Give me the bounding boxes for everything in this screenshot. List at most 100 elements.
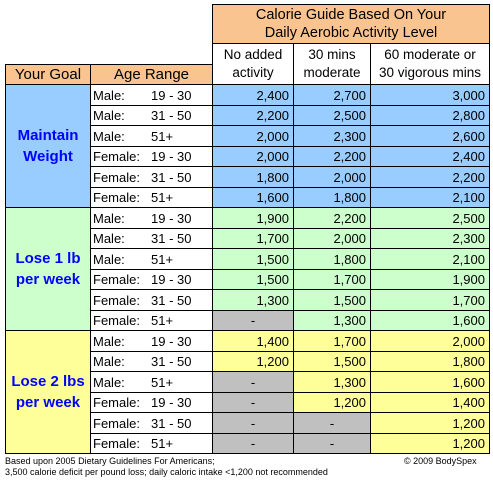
your-goal-header: Your Goal <box>5 64 91 85</box>
goal-lose-2-lbs: Lose 2 lbs per week <box>5 330 91 454</box>
calorie-value-cell: 2,500 <box>293 105 371 126</box>
sex-label: Male: <box>93 374 125 390</box>
age-range-cell: Female: 51+ <box>90 187 213 208</box>
age-range-cell: Female: 19 - 30 <box>90 269 213 290</box>
age-range-value: 31 - 50 <box>151 354 192 369</box>
age-range-value: 19 - 30 <box>151 149 192 164</box>
calorie-value-cell: 2,800 <box>370 105 490 126</box>
calorie-value-cell: 1,900 <box>212 207 294 229</box>
age-range-cell: Female: 31 - 50 <box>90 289 213 311</box>
goal-label-line1: Maintain <box>17 127 79 144</box>
column-header-line2: moderate <box>303 65 361 80</box>
age-range-value: 19 - 30 <box>151 210 192 226</box>
calorie-value-cell: 2,700 <box>293 84 371 106</box>
age-range-value: 51+ <box>151 374 174 390</box>
age-range-value: 31 - 50 <box>151 108 192 123</box>
your-goal-label: Your Goal <box>14 66 82 83</box>
age-range-cell: Male: 51+ <box>90 125 213 147</box>
column-header-line1: No added <box>223 47 283 62</box>
age-range-cell: Male: 31 - 50 <box>90 351 213 372</box>
calorie-value-cell: 2,200 <box>293 146 371 167</box>
calorie-value-cell: 1,300 <box>293 371 371 393</box>
sex-label: Female: <box>93 415 140 431</box>
calorie-value-cell: 2,000 <box>212 125 294 147</box>
calorie-value-cell: 2,000 <box>293 166 371 188</box>
age-range-value: 19 - 30 <box>151 333 192 349</box>
calorie-value-cell: 1,800 <box>370 351 490 372</box>
sex-label: Male: <box>93 108 125 123</box>
column-header-60-mins: 60 moderate or 30 vigorous mins <box>370 43 490 85</box>
calorie-value-cell: - <box>212 433 294 454</box>
sex-label: Male: <box>93 87 125 103</box>
goal-lose-1-lb: Lose 1 lb per week <box>5 207 91 331</box>
sex-label: Male: <box>93 231 125 246</box>
age-range-cell: Male: 19 - 30 <box>90 207 213 229</box>
goal-label-line2: per week <box>15 394 81 411</box>
goal-maintain-weight: Maintain Weight <box>5 84 91 208</box>
calorie-value-cell: 2,200 <box>293 207 371 229</box>
calorie-value-cell: 2,400 <box>370 146 490 167</box>
calorie-value-cell: 2,100 <box>370 248 490 270</box>
calorie-value-cell: 2,500 <box>370 207 490 229</box>
calorie-value-cell: 2,300 <box>370 228 490 249</box>
age-range-value: 51+ <box>151 313 174 328</box>
column-header-line2: activity <box>232 65 274 80</box>
age-range-cell: Female: 31 - 50 <box>90 412 213 434</box>
calorie-value-cell: 1,600 <box>370 310 490 331</box>
age-range-value: 31 - 50 <box>151 231 192 246</box>
age-range-value: 51+ <box>151 128 174 144</box>
age-range-cell: Female: 51+ <box>90 433 213 454</box>
age-range-value: 19 - 30 <box>151 272 192 287</box>
age-range-cell: Male: 31 - 50 <box>90 228 213 249</box>
calorie-value-cell: 2,200 <box>212 105 294 126</box>
goal-label-line2: per week <box>15 271 81 288</box>
goal-label-line2: Weight <box>23 148 73 165</box>
age-range-value: 31 - 50 <box>151 169 192 185</box>
calorie-value-cell: 1,500 <box>212 248 294 270</box>
age-range-cell: Female: 19 - 30 <box>90 146 213 167</box>
table-title: Calorie Guide Based On Your Daily Aerobi… <box>212 4 490 44</box>
calorie-value-cell: 2,600 <box>370 125 490 147</box>
calorie-value-cell: 1,800 <box>293 187 371 208</box>
calorie-value-cell: 2,400 <box>212 84 294 106</box>
calorie-value-cell: 1,500 <box>212 269 294 290</box>
goal-label-line1: Lose 2 lbs <box>11 373 85 390</box>
age-range-value: 31 - 50 <box>151 292 192 308</box>
age-range-cell: Female: 19 - 30 <box>90 392 213 413</box>
calorie-value-cell: 1,800 <box>212 166 294 188</box>
sex-label: Male: <box>93 210 125 226</box>
sex-label: Male: <box>93 354 125 369</box>
sex-label: Female: <box>93 169 140 185</box>
calorie-value-cell: 1,600 <box>370 371 490 393</box>
age-range-value: 19 - 30 <box>151 395 192 410</box>
calorie-value-cell: 1,200 <box>293 392 371 413</box>
calorie-value-cell: 1,200 <box>370 412 490 434</box>
age-range-cell: Male: 51+ <box>90 248 213 270</box>
calorie-value-cell: 1,200 <box>212 351 294 372</box>
age-range-cell: Male: 51+ <box>90 371 213 393</box>
sex-label: Female: <box>93 272 140 287</box>
calorie-value-cell: - <box>212 412 294 434</box>
calorie-value-cell: 1,300 <box>212 289 294 311</box>
sex-label: Female: <box>93 292 140 308</box>
calorie-value-cell: 1,700 <box>293 269 371 290</box>
calorie-value-cell: 1,700 <box>370 289 490 311</box>
age-range-value: 51+ <box>151 251 174 267</box>
column-header-no-activity: No added activity <box>212 43 294 85</box>
footnote-line1: Based upon 2005 Dietary Guidelines For A… <box>5 456 215 466</box>
calorie-value-cell: 2,100 <box>370 187 490 208</box>
age-range-value: 51+ <box>151 436 174 451</box>
sex-label: Female: <box>93 395 140 410</box>
calorie-value-cell: 1,900 <box>370 269 490 290</box>
calorie-value-cell: - <box>293 433 371 454</box>
column-header-line1: 60 moderate or <box>384 47 476 62</box>
age-range-value: 51+ <box>151 190 174 205</box>
sex-label: Male: <box>93 128 125 144</box>
calorie-value-cell: 3,000 <box>370 84 490 106</box>
calorie-value-cell: 1,500 <box>293 289 371 311</box>
calorie-value-cell: 2,000 <box>370 330 490 352</box>
sex-label: Female: <box>93 190 140 205</box>
calorie-value-cell: 1,400 <box>370 392 490 413</box>
age-range-cell: Male: 19 - 30 <box>90 84 213 106</box>
column-header-line2: 30 vigorous mins <box>378 65 482 80</box>
